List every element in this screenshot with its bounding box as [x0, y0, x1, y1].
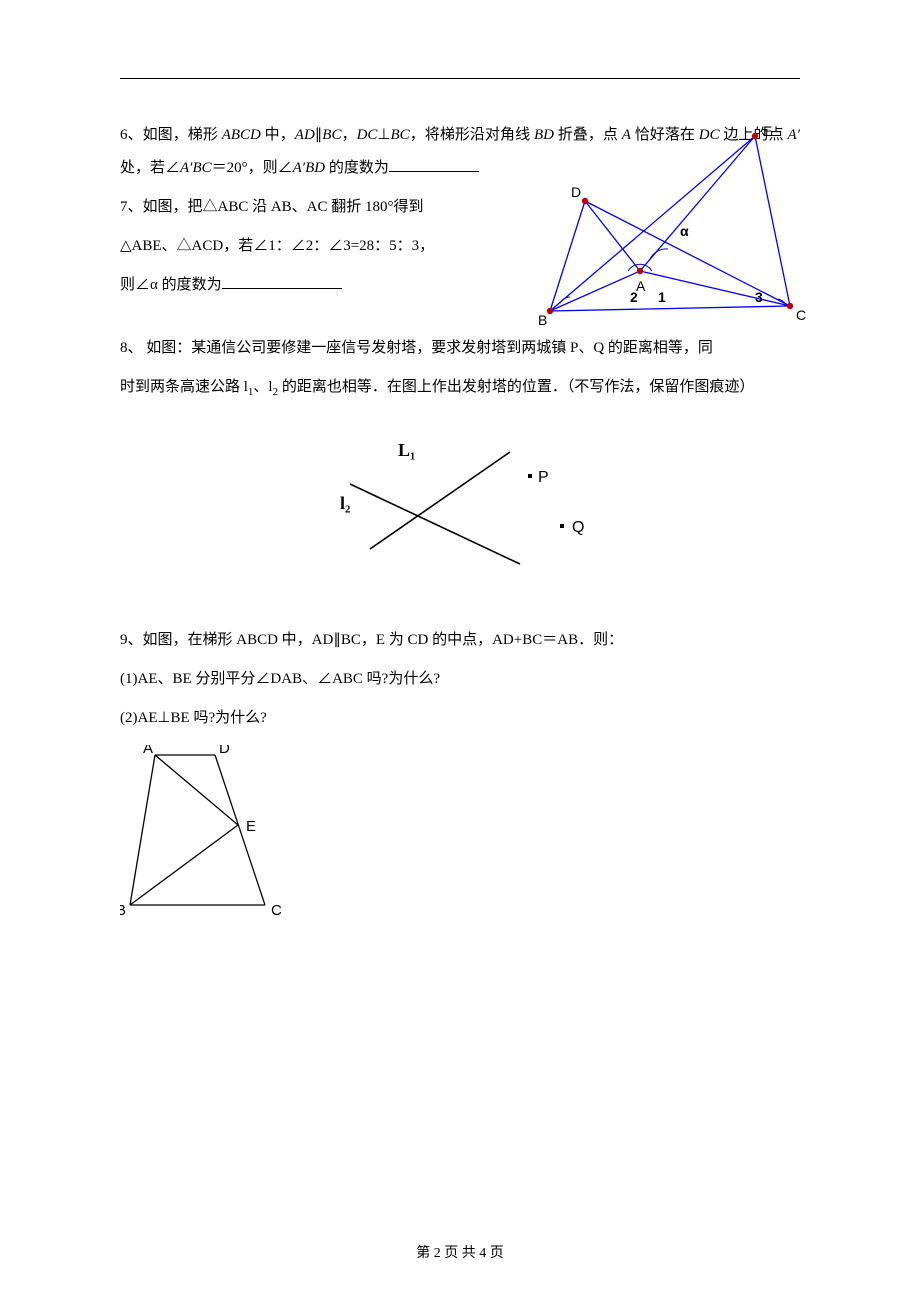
svg-text:B: B — [538, 312, 547, 328]
svg-text:A: A — [143, 745, 153, 757]
q9-line1: 9、如图，在梯形 ABCD 中，AD∥BC，E 为 CD 的中点，AD+BC＝A… — [120, 624, 800, 657]
q6-bc: BC — [322, 127, 341, 143]
q9-line2: (1)AE、BE 分别平分∠DAB、∠ABC 吗?为什么? — [120, 663, 800, 696]
q6-t8: ＝20°，则∠ — [212, 160, 293, 176]
q6-blank — [389, 156, 479, 172]
q6-t7: 处，若∠ — [120, 160, 180, 176]
q8-figure: L₁ l₂ P Q — [310, 434, 610, 584]
page-footer: 第 2 页 共 4 页 — [0, 1242, 920, 1262]
svg-text:D: D — [571, 184, 581, 200]
q8-point-q — [560, 524, 564, 528]
q8-l2c: 的距离也相等．在图上作出发射塔的位置．（不写作法，保留作图痕迹） — [278, 379, 754, 395]
q6-bc2: BC — [390, 127, 409, 143]
q9-figure: A D E B C — [120, 745, 300, 925]
q6-dc: DC — [357, 127, 378, 143]
svg-text:3: 3 — [755, 289, 763, 305]
svg-text:2: 2 — [630, 289, 638, 305]
q8-line-l1 — [370, 452, 510, 549]
q8-block: 8、 如图：某通信公司要修建一座信号发射塔，要求发射塔到两城镇 P、Q 的距离相… — [120, 332, 800, 584]
q6-t2: 中， — [261, 127, 295, 143]
q6-t3: ，将梯形沿对角线 — [410, 127, 534, 143]
q8-line2: 时到两条高速公路 l1、l2 的距离也相等．在图上作出发射塔的位置．（不写作法，… — [120, 371, 800, 404]
svg-text:B: B — [120, 902, 126, 919]
top-rule — [120, 78, 800, 79]
q7-blank — [222, 273, 342, 289]
svg-text:1: 1 — [658, 289, 666, 305]
q7-block: BCADE123α 7、如图，把△ABC 沿 AB、AC 翻折 180°得到 △… — [120, 191, 800, 302]
q6-t1: 6、如图，梯形 — [120, 127, 222, 143]
q7-l3t: 则∠α 的度数为 — [120, 277, 222, 293]
q8-l2a: 时到两条高速公路 l — [120, 379, 248, 395]
svg-text:D: D — [219, 745, 230, 757]
q6-ap3: A′BD — [293, 160, 325, 176]
svg-text:C: C — [271, 902, 282, 919]
q9-line3: (2)AE⊥BE 吗?为什么? — [120, 702, 800, 735]
q8-point-p — [528, 474, 532, 478]
q8-l2b: 、l — [253, 379, 272, 395]
q7-line2: △ABE、△ACD，若∠1：∠2：∠3=28：5：3， — [120, 230, 540, 263]
q8-p-label: P — [538, 469, 549, 486]
q6-c1: ， — [341, 127, 356, 143]
q8-line1: 8、 如图：某通信公司要修建一座信号发射塔，要求发射塔到两城镇 P、Q 的距离相… — [120, 332, 800, 365]
q8-l2-label: l₂ — [340, 493, 350, 513]
svg-text:E: E — [246, 818, 256, 835]
q8-line-l2 — [350, 484, 520, 564]
q6-t9: 的度数为 — [325, 160, 389, 176]
q6-abcd: ABCD — [222, 127, 261, 143]
q6-ad: AD — [295, 127, 315, 143]
svg-text:E: E — [763, 123, 772, 139]
q6-perp: ⊥ — [377, 127, 390, 143]
q8-l1-label: L₁ — [398, 440, 415, 460]
q6-ap2: A′BC — [180, 160, 212, 176]
q8-q-label: Q — [572, 519, 584, 536]
svg-text:α: α — [680, 223, 689, 239]
q7-line3: 则∠α 的度数为 — [120, 269, 540, 302]
q7-line1: 7、如图，把△ABC 沿 AB、AC 翻折 180°得到 — [120, 191, 540, 224]
q9-block: 9、如图，在梯形 ABCD 中，AD∥BC，E 为 CD 的中点，AD+BC＝A… — [120, 624, 800, 930]
q7-figure: BCADE123α — [530, 121, 820, 331]
page: 6、如图，梯形 ABCD 中，AD∥BC，DC⊥BC，将梯形沿对角线 BD 折叠… — [0, 0, 920, 1302]
svg-text:C: C — [796, 307, 806, 323]
